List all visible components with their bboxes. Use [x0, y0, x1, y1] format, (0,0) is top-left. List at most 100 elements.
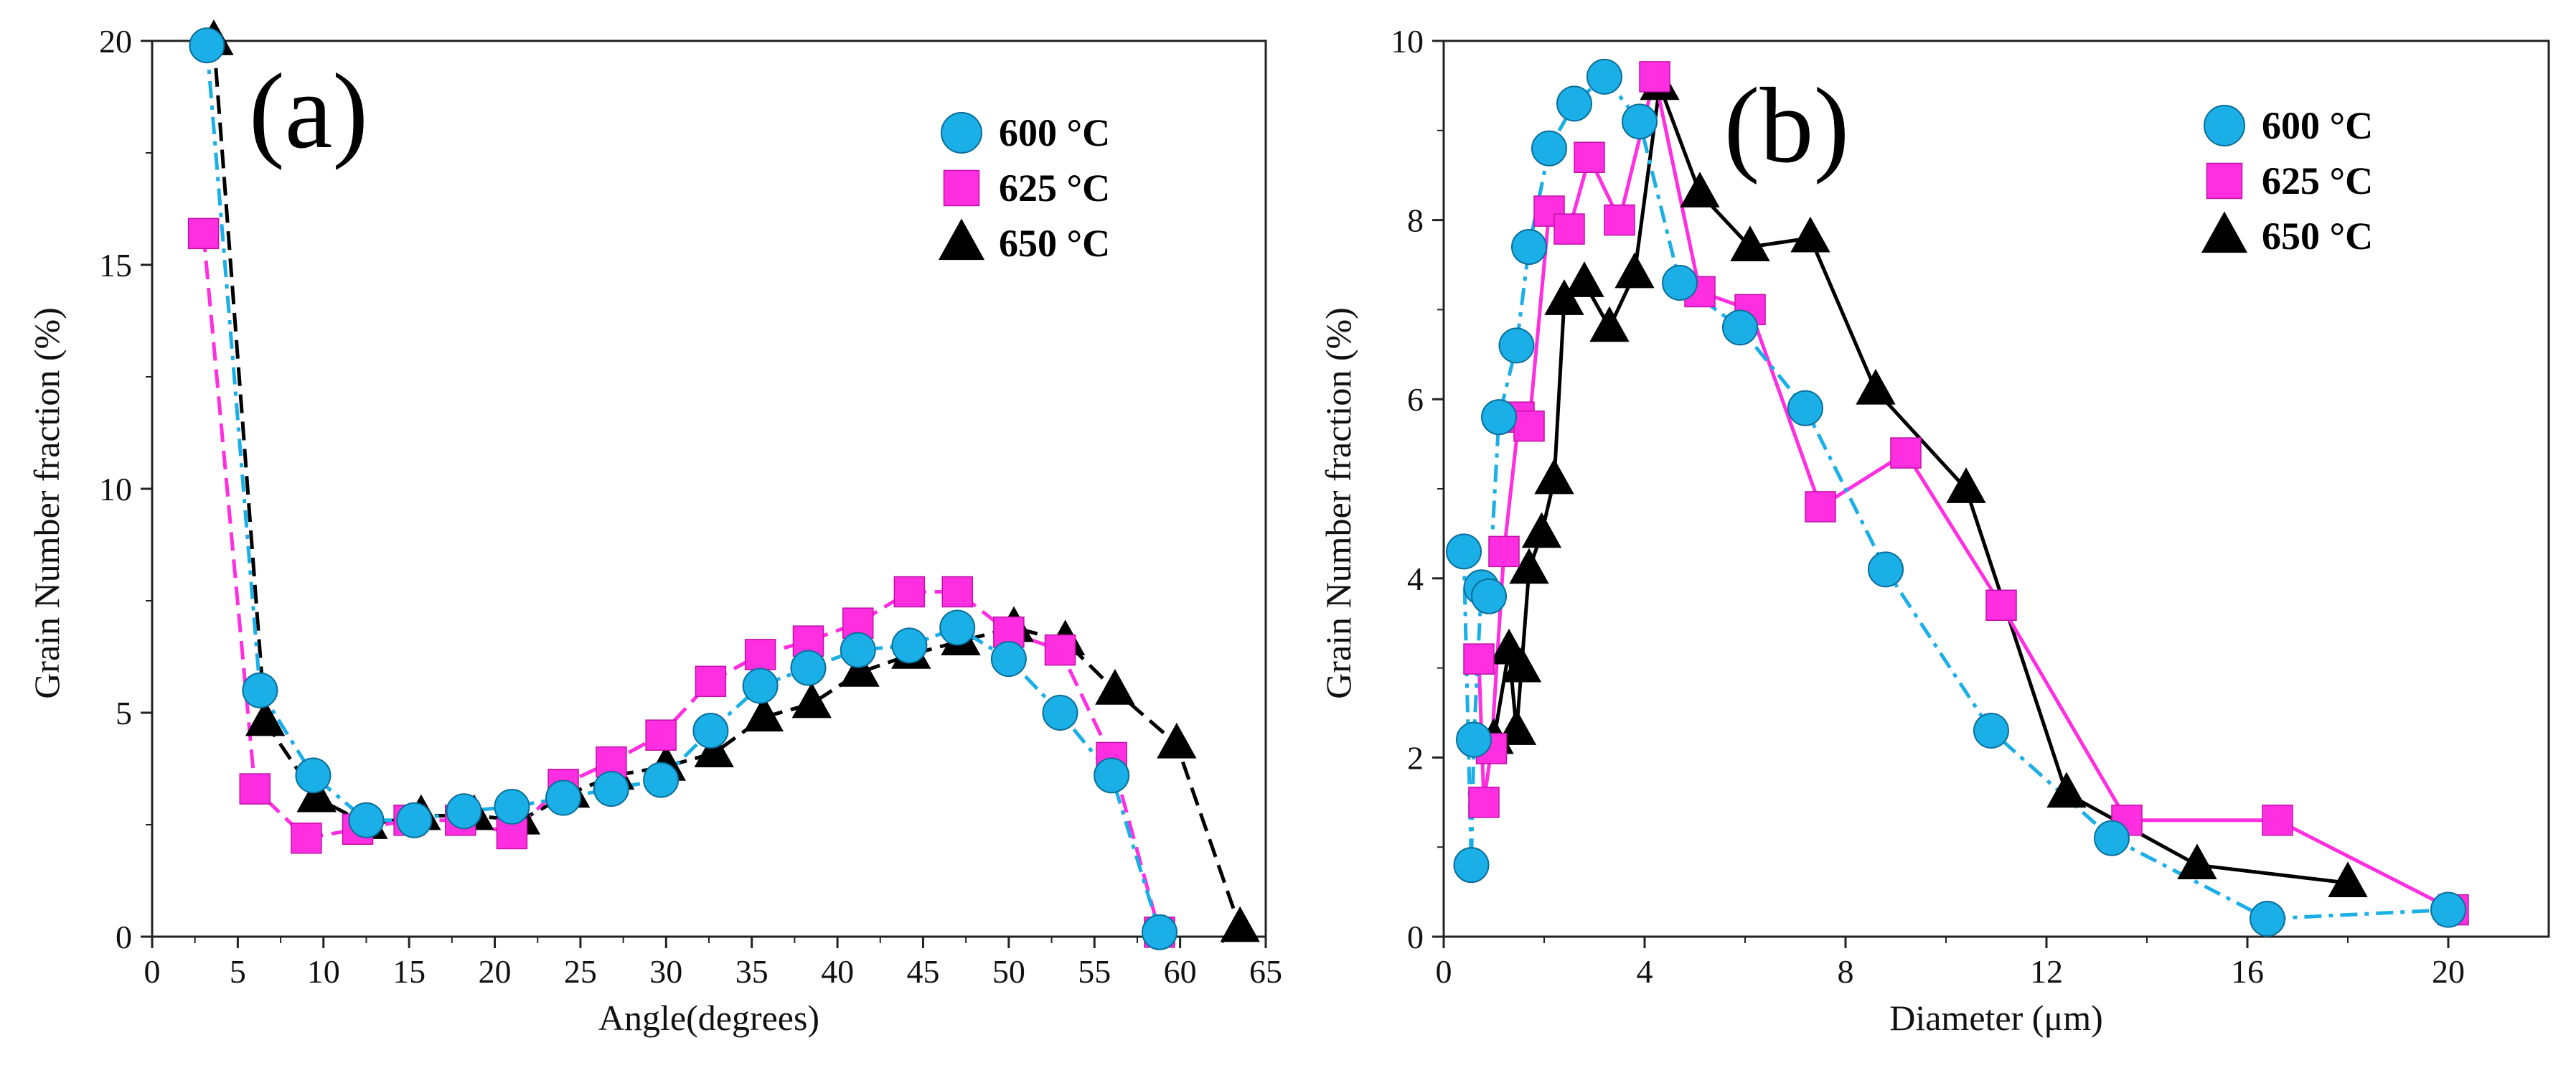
y-tick-label: 2 — [1407, 739, 1424, 776]
data-point-triangle — [743, 696, 784, 732]
x-tick-label: 55 — [1078, 953, 1111, 990]
data-point-circle — [1471, 578, 1507, 614]
x-tick-label: 35 — [735, 953, 768, 990]
x-tick-label: 16 — [2231, 953, 2264, 990]
data-point-triangle — [1564, 261, 1604, 297]
data-point-triangle — [1589, 306, 1630, 342]
data-point-square — [1890, 437, 1922, 469]
data-point-circle — [1973, 712, 2009, 749]
data-point-circle — [790, 650, 827, 686]
data-point-circle — [348, 802, 385, 838]
x-tick-label: 25 — [564, 953, 597, 990]
data-point-circle — [1042, 695, 1078, 731]
data-point-square — [744, 639, 776, 670]
legend-entry: 625 °C — [999, 167, 1110, 210]
y-tick-label: 0 — [116, 919, 132, 955]
data-point-triangle — [1680, 172, 1720, 208]
data-point-circle — [1498, 327, 1535, 364]
data-point-circle — [1456, 721, 1492, 758]
data-point-square — [291, 822, 322, 854]
data-point-triangle — [791, 682, 832, 718]
data-point-square — [893, 576, 926, 608]
y-tick-label: 20 — [99, 23, 132, 60]
data-point-circle — [692, 712, 729, 749]
y-axis-title: Grain Number fraction (%) — [1318, 307, 1358, 699]
data-point-circle — [840, 632, 876, 668]
y-tick-label: 5 — [116, 695, 132, 731]
legend-marker-circle — [2204, 105, 2245, 146]
data-point-square — [1488, 535, 1520, 568]
x-tick-label: 10 — [307, 953, 340, 990]
data-point-triangle — [840, 651, 880, 687]
data-point-square — [239, 773, 271, 805]
y-tick-label: 0 — [1407, 919, 1424, 955]
panel-label: (a) — [249, 52, 368, 171]
x-tick-label: 0 — [1436, 953, 1452, 990]
chart-panel-a: 0 5 10 15 20 25 30 35 40 45 50 55 60 65 0 5 10 15 20 Angle(… — [27, 19, 1282, 1038]
data-point-triangle — [1157, 722, 1197, 759]
x-tick-label: 4 — [1637, 953, 1653, 990]
data-point-triangle — [1501, 646, 1542, 683]
data-point-square — [1553, 213, 1585, 245]
x-tick-label: 40 — [821, 953, 854, 990]
x-tick-label: 65 — [1249, 953, 1282, 990]
data-point-triangle — [1521, 512, 1562, 548]
data-point-circle — [295, 757, 332, 794]
y-tick-label: 10 — [1391, 23, 1424, 60]
data-point-triangle — [1496, 709, 1537, 745]
x-tick-label: 50 — [992, 953, 1025, 990]
data-point-triangle — [1509, 548, 1549, 584]
y-tick-label: 10 — [99, 471, 132, 507]
x-tick-label: 0 — [144, 953, 161, 990]
data-point-circle — [643, 762, 680, 798]
data-point-square — [1463, 643, 1495, 675]
x-axis-title: Diameter (μm) — [1889, 998, 2103, 1038]
legend-entry: 625 °C — [2262, 159, 2373, 202]
data-point-circle — [1868, 551, 1904, 588]
data-point-circle — [1141, 914, 1177, 950]
chart-panel-b: 0 4 8 12 16 20 0 2 4 6 8 10 Diameter (μm) Grain Numbe… — [1318, 23, 2550, 1038]
data-point-square — [1805, 491, 1836, 523]
data-point-circle — [1787, 390, 1823, 426]
x-tick-label: 20 — [479, 953, 512, 990]
data-point-circle — [1453, 847, 1490, 884]
data-point-circle — [939, 609, 976, 646]
data-point-circle — [1662, 264, 1698, 301]
data-point-circle — [446, 793, 482, 830]
data-point-square — [1604, 204, 1635, 236]
data-point-triangle — [1544, 279, 1584, 315]
panel-label: (b) — [1724, 66, 1850, 185]
x-tick-label: 20 — [2432, 953, 2465, 990]
data-point-triangle — [1790, 216, 1830, 253]
data-point-circle — [990, 641, 1027, 678]
data-point-circle — [189, 27, 225, 64]
data-point-square — [2262, 805, 2293, 836]
data-point-circle — [1531, 130, 1567, 167]
y-tick-label: 8 — [1407, 202, 1424, 239]
data-point-circle — [742, 668, 779, 704]
data-point-triangle — [1534, 458, 1574, 495]
x-tick-label: 30 — [649, 953, 682, 990]
x-tick-label: 8 — [1838, 953, 1854, 990]
y-tick-label: 4 — [1407, 561, 1424, 597]
data-point-triangle — [1220, 906, 1260, 942]
data-point-circle — [1587, 58, 1622, 95]
x-tick-label: 15 — [392, 953, 426, 990]
data-point-triangle — [2046, 772, 2087, 808]
x-axis-title: Angle(degrees) — [598, 998, 819, 1038]
data-point-triangle — [2328, 861, 2368, 898]
data-point-triangle — [694, 731, 734, 768]
legend-marker-circle — [941, 112, 982, 154]
y-axis-title: Grain Number fraction (%) — [27, 307, 67, 699]
data-point-triangle — [1730, 225, 1770, 261]
data-point-circle — [2430, 891, 2466, 928]
data-point-square — [1468, 787, 1500, 818]
data-point-square — [1985, 589, 2017, 621]
legend-entry: 650 °C — [999, 222, 1110, 265]
data-point-circle — [545, 779, 582, 816]
data-point-circle — [242, 672, 278, 708]
x-tick-label: 5 — [230, 953, 246, 990]
plot-frame — [1442, 39, 2550, 938]
y-tick-label: 15 — [99, 247, 132, 284]
